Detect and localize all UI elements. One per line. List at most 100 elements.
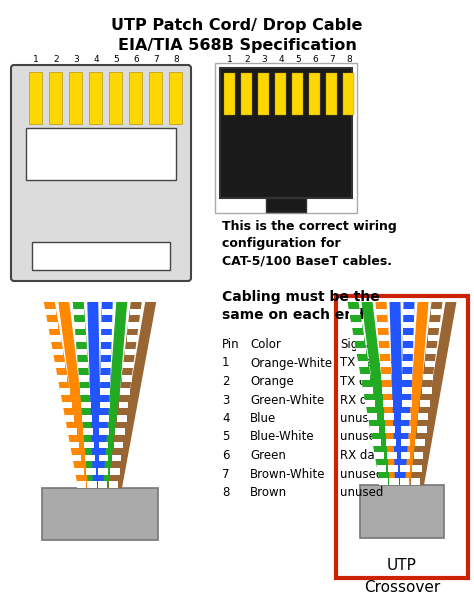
Text: 3: 3 <box>261 55 267 64</box>
Bar <box>411 479 420 485</box>
Polygon shape <box>73 302 97 488</box>
Polygon shape <box>44 302 87 488</box>
Bar <box>78 362 88 368</box>
Bar <box>32 242 170 270</box>
FancyBboxPatch shape <box>11 65 191 281</box>
Bar <box>122 375 132 382</box>
Polygon shape <box>415 302 456 485</box>
Polygon shape <box>113 302 156 488</box>
Bar <box>423 374 433 381</box>
Bar <box>99 441 109 448</box>
Bar <box>79 375 89 382</box>
Bar <box>401 440 410 446</box>
Bar <box>241 73 252 115</box>
Text: Brown-White: Brown-White <box>250 468 326 481</box>
Bar <box>117 415 127 422</box>
Text: 6: 6 <box>222 449 229 462</box>
Bar <box>421 387 432 394</box>
Text: Green-White: Green-White <box>250 394 324 406</box>
Bar <box>380 361 391 367</box>
Bar <box>414 452 423 459</box>
Bar <box>84 441 94 448</box>
Bar <box>169 72 182 124</box>
Bar <box>82 415 92 422</box>
Bar <box>428 335 438 341</box>
Bar <box>99 468 108 474</box>
Text: 1: 1 <box>227 55 233 64</box>
Bar <box>384 413 394 420</box>
Text: 5: 5 <box>222 430 229 443</box>
Bar <box>266 198 306 212</box>
Bar <box>86 468 96 474</box>
Text: Brown: Brown <box>250 486 287 499</box>
Text: Orange: Orange <box>250 375 294 388</box>
Bar <box>336 296 468 578</box>
Bar <box>401 452 410 459</box>
Bar <box>67 428 77 435</box>
Bar <box>403 308 414 315</box>
Text: unused: unused <box>340 486 383 499</box>
Text: This is the correct wiring: This is the correct wiring <box>222 220 397 233</box>
Bar <box>52 349 63 355</box>
Bar <box>109 72 122 124</box>
Bar <box>378 335 389 341</box>
Bar <box>128 322 139 329</box>
Polygon shape <box>410 302 443 485</box>
Bar <box>73 308 84 315</box>
Text: 1: 1 <box>222 357 229 370</box>
Bar <box>75 335 86 342</box>
Bar <box>220 68 352 198</box>
Bar <box>72 455 81 462</box>
Bar <box>258 73 269 115</box>
Bar <box>101 308 112 315</box>
Text: 2: 2 <box>244 55 250 64</box>
Polygon shape <box>58 302 92 488</box>
Text: UTP Patch Cord/ Drop Cable: UTP Patch Cord/ Drop Cable <box>111 18 363 33</box>
Bar <box>100 375 110 382</box>
Bar <box>376 308 387 315</box>
Bar <box>431 308 442 315</box>
Text: 7: 7 <box>153 55 159 64</box>
Bar <box>400 479 409 485</box>
Text: configuration for: configuration for <box>222 237 341 250</box>
Bar <box>149 72 162 124</box>
Bar <box>129 72 142 124</box>
Bar <box>88 481 97 488</box>
Bar <box>349 308 360 315</box>
Bar <box>374 452 383 459</box>
Text: 3: 3 <box>73 55 79 64</box>
Text: 8: 8 <box>173 55 179 64</box>
Bar <box>275 73 286 115</box>
Text: Blue: Blue <box>250 412 276 425</box>
Bar <box>386 440 396 446</box>
Polygon shape <box>103 302 127 488</box>
Text: 3: 3 <box>222 394 229 406</box>
Text: UTP: UTP <box>387 558 417 573</box>
Bar <box>358 361 368 367</box>
Bar <box>120 389 130 395</box>
Bar <box>379 348 390 354</box>
Bar <box>114 441 123 448</box>
Bar <box>402 387 412 394</box>
Text: Signal: Signal <box>340 338 376 351</box>
Bar <box>401 465 410 472</box>
Polygon shape <box>98 302 113 488</box>
Bar <box>326 73 337 115</box>
Bar <box>57 375 67 382</box>
Bar <box>420 400 430 406</box>
Text: Crossover: Crossover <box>364 580 440 595</box>
Text: 8: 8 <box>222 486 229 499</box>
Bar <box>365 400 375 406</box>
Text: 7: 7 <box>329 55 335 64</box>
Text: CAT-5/100 BaseT cables.: CAT-5/100 BaseT cables. <box>222 254 392 267</box>
Bar <box>83 428 93 435</box>
Bar <box>379 479 388 485</box>
Bar <box>292 73 303 115</box>
Text: 4: 4 <box>278 55 284 64</box>
Text: Cabling must be the: Cabling must be the <box>222 290 380 304</box>
Bar <box>85 455 95 462</box>
Text: 4: 4 <box>93 55 99 64</box>
Text: 6: 6 <box>133 55 139 64</box>
Bar <box>382 387 392 394</box>
Bar <box>99 455 108 462</box>
